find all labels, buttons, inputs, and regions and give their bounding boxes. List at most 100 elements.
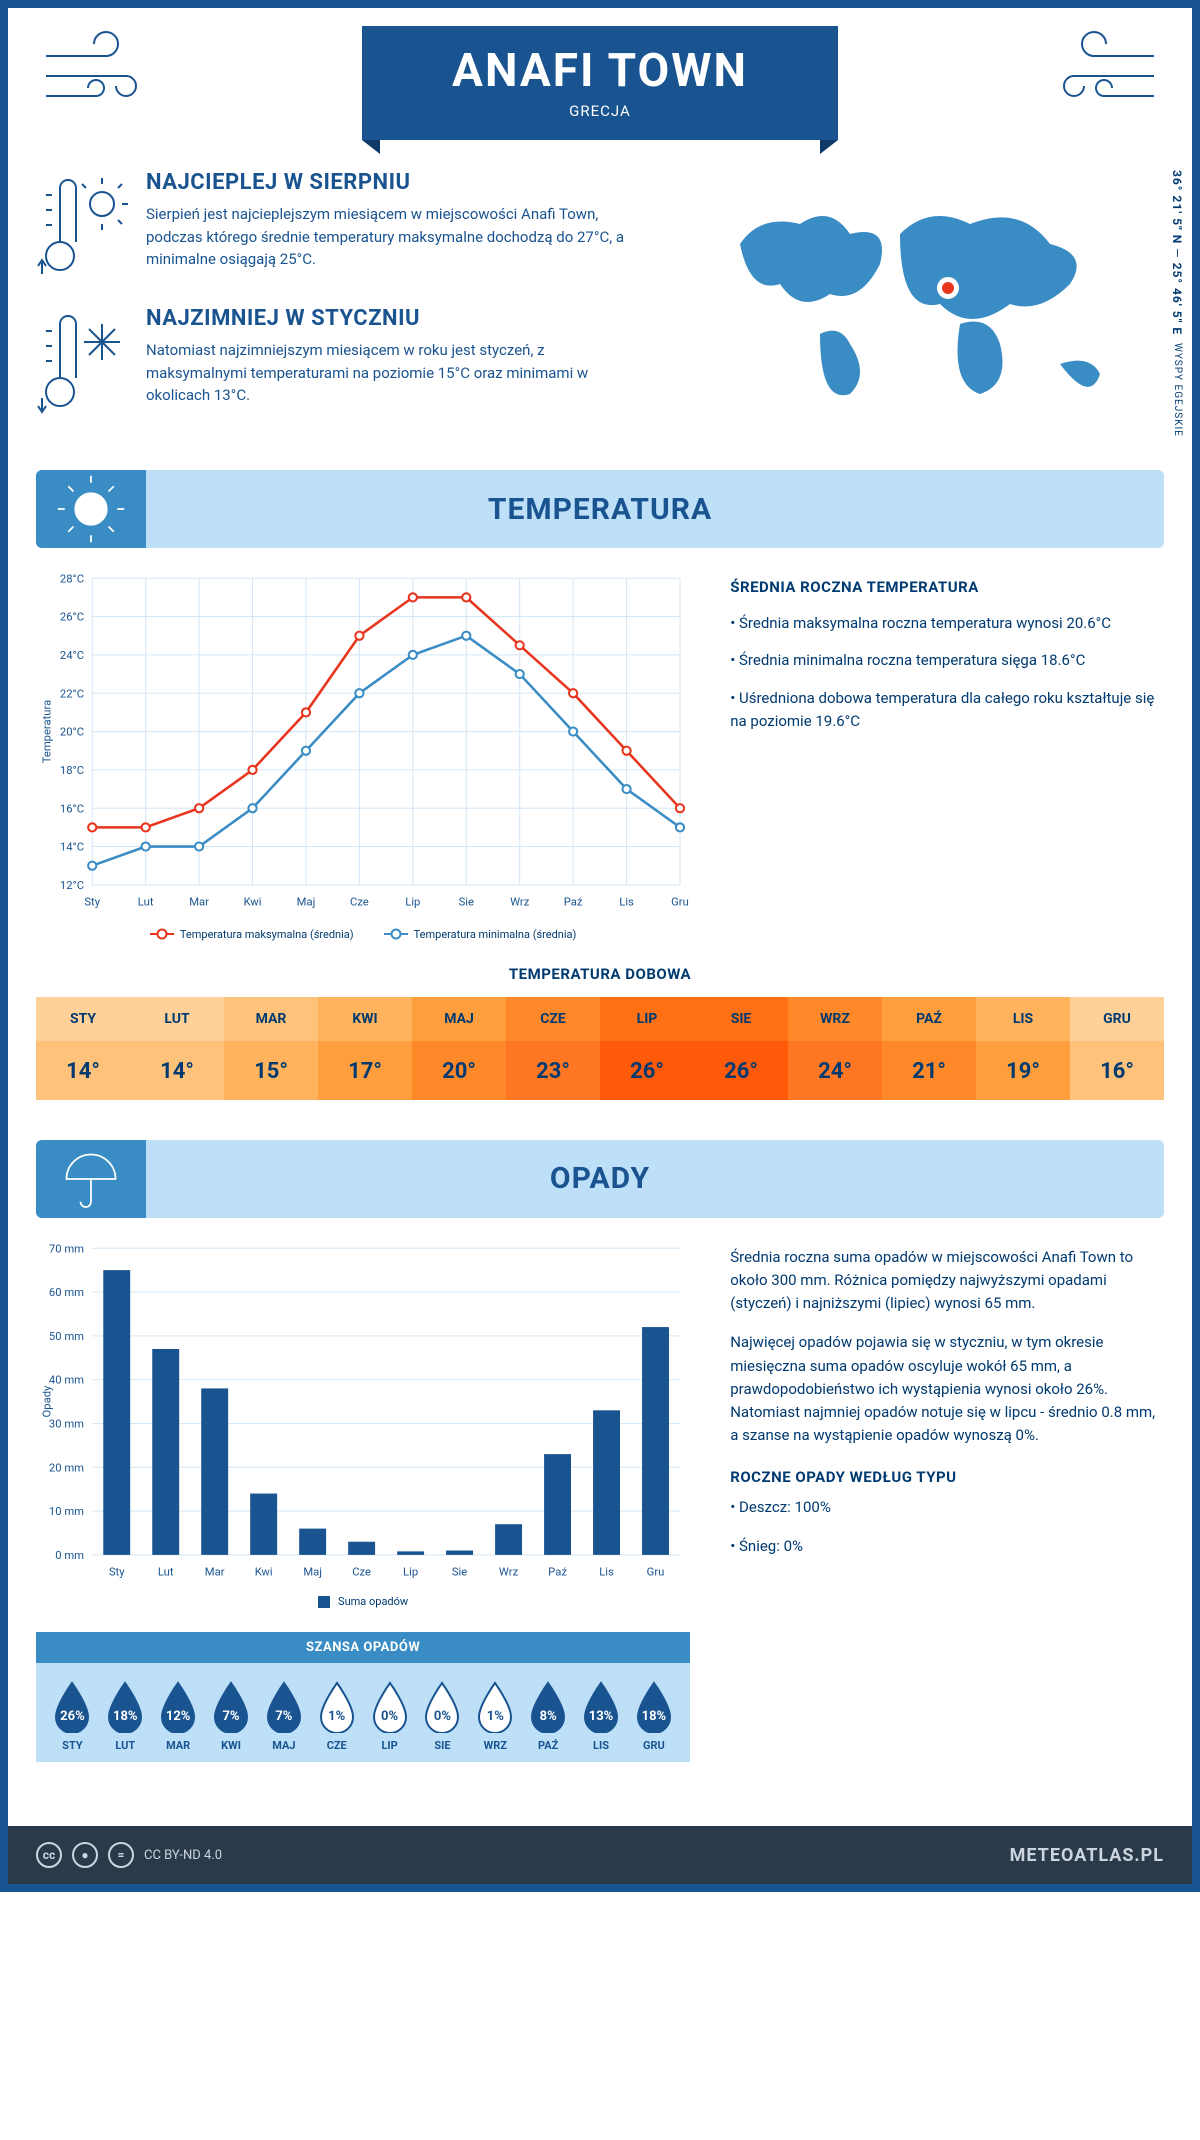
chance-col: 26% STY	[46, 1681, 99, 1752]
header: ANAFI TOWN GRECJA	[36, 26, 1164, 140]
by-icon: ●	[72, 1842, 98, 1868]
svg-text:Wrz: Wrz	[499, 1565, 519, 1578]
daily-col: MAJ20°	[412, 997, 506, 1100]
daily-col: SIE26°	[694, 997, 788, 1100]
coordinates: 36° 21' 5" N — 25° 46' 5" EWYSPY EGEJSKI…	[1170, 170, 1184, 442]
raindrop-icon: 13%	[580, 1681, 622, 1733]
svg-text:Lut: Lut	[158, 1565, 174, 1578]
svg-text:Gru: Gru	[647, 1565, 665, 1578]
daily-col: PAŹ21°	[882, 997, 976, 1100]
precip-type: • Śnieg: 0%	[730, 1535, 1164, 1558]
footer: cc ● = CC BY-ND 4.0 METEOATLAS.PL	[8, 1826, 1192, 1884]
svg-text:50 mm: 50 mm	[49, 1329, 84, 1342]
svg-text:22°C: 22°C	[60, 687, 84, 700]
nd-icon: =	[108, 1842, 134, 1868]
svg-text:Lip: Lip	[403, 1565, 418, 1578]
raindrop-icon: 8%	[527, 1681, 569, 1733]
site-name: METEOATLAS.PL	[1010, 1845, 1164, 1866]
svg-text:Paź: Paź	[564, 895, 583, 908]
fact-cold-title: NAJZIMNIEJ W STYCZNIU	[146, 306, 645, 331]
svg-text:28°C: 28°C	[60, 572, 84, 585]
stat-bullet: • Uśredniona dobowa temperatura dla całe…	[730, 687, 1164, 734]
svg-text:Sty: Sty	[84, 895, 100, 908]
section-title-temperature: TEMPERATURA	[146, 492, 1164, 527]
license-text: CC BY-ND 4.0	[144, 1848, 222, 1863]
thermometer-sun-icon	[36, 170, 128, 280]
daily-col: LIS19°	[976, 997, 1070, 1100]
raindrop-icon: 1%	[474, 1681, 516, 1733]
chance-col: 18% GRU	[627, 1681, 680, 1752]
svg-text:Opady: Opady	[40, 1385, 53, 1417]
svg-text:Wrz: Wrz	[510, 895, 530, 908]
svg-text:20 mm: 20 mm	[49, 1461, 84, 1474]
svg-text:Lis: Lis	[599, 1565, 614, 1578]
raindrop-icon: 12%	[157, 1681, 199, 1733]
chance-title: SZANSA OPADÓW	[36, 1632, 690, 1663]
svg-text:Mar: Mar	[205, 1565, 225, 1578]
chance-col: 0% LIP	[363, 1681, 416, 1752]
raindrop-icon: 18%	[104, 1681, 146, 1733]
map-marker-icon	[937, 277, 959, 299]
temperature-legend: Temperatura maksymalna (średnia) Tempera…	[36, 928, 690, 941]
fact-cold-text: Natomiast najzimniejszym miesiącem w rok…	[146, 339, 645, 407]
svg-text:20°C: 20°C	[60, 726, 84, 739]
svg-text:Mar: Mar	[189, 895, 209, 908]
precipitation-legend: Suma opadów	[36, 1595, 690, 1608]
raindrop-icon: 1%	[316, 1681, 358, 1733]
svg-text:Temperatura: Temperatura	[40, 700, 53, 764]
svg-text:30 mm: 30 mm	[49, 1417, 84, 1430]
daily-col: STY14°	[36, 997, 130, 1100]
raindrop-icon: 26%	[51, 1681, 93, 1733]
svg-text:18°C: 18°C	[60, 764, 84, 777]
precip-types-title: ROCZNE OPADY WEDŁUG TYPU	[730, 1468, 1164, 1486]
raindrop-icon: 18%	[633, 1681, 675, 1733]
raindrop-icon: 7%	[210, 1681, 252, 1733]
stat-bullet: • Średnia maksymalna roczna temperatura …	[730, 612, 1164, 635]
chance-col: 0% SIE	[416, 1681, 469, 1752]
fact-hot: NAJCIEPLEJ W SIERPNIU Sierpień jest najc…	[36, 170, 645, 280]
sun-icon	[36, 470, 146, 548]
svg-text:Cze: Cze	[352, 1565, 371, 1578]
daily-col: KWI17°	[318, 997, 412, 1100]
umbrella-icon	[36, 1140, 146, 1218]
svg-text:26°C: 26°C	[60, 611, 84, 624]
raindrop-icon: 0%	[421, 1681, 463, 1733]
daily-col: LUT14°	[130, 997, 224, 1100]
svg-text:Lip: Lip	[405, 895, 420, 908]
svg-text:12°C: 12°C	[60, 879, 84, 892]
page-subtitle: GRECJA	[452, 102, 748, 120]
svg-text:Sie: Sie	[452, 1565, 467, 1578]
section-title-precipitation: OPADY	[146, 1161, 1164, 1196]
svg-text:Maj: Maj	[297, 895, 316, 908]
stats-title: ŚREDNIA ROCZNA TEMPERATURA	[730, 578, 1164, 596]
chance-col: 13% LIS	[575, 1681, 628, 1752]
precipitation-bar-chart: 0 mm10 mm20 mm30 mm40 mm50 mm60 mm70 mmS…	[36, 1238, 690, 1803]
chance-col: 1% WRZ	[469, 1681, 522, 1752]
raindrop-icon: 7%	[263, 1681, 305, 1733]
daily-col: MAR15°	[224, 997, 318, 1100]
world-map-icon	[700, 184, 1140, 424]
svg-text:Gru: Gru	[671, 895, 689, 908]
precip-p2: Najwięcej opadów pojawia się w styczniu,…	[730, 1331, 1164, 1447]
section-bar-precipitation: OPADY	[36, 1140, 1164, 1218]
svg-text:Sty: Sty	[109, 1565, 125, 1578]
daily-col: CZE23°	[506, 997, 600, 1100]
svg-text:60 mm: 60 mm	[49, 1286, 84, 1299]
fact-cold: NAJZIMNIEJ W STYCZNIU Natomiast najzimni…	[36, 306, 645, 416]
section-bar-temperature: TEMPERATURA	[36, 470, 1164, 548]
temperature-line-chart: 12°C14°C16°C18°C20°C22°C24°C26°C28°CStyL…	[36, 568, 690, 941]
page-title: ANAFI TOWN	[452, 44, 748, 98]
svg-text:70 mm: 70 mm	[49, 1242, 84, 1255]
fact-hot-title: NAJCIEPLEJ W SIERPNIU	[146, 170, 645, 195]
svg-text:Paź: Paź	[548, 1565, 567, 1578]
daily-col: LIP26°	[600, 997, 694, 1100]
daily-temp-title: TEMPERATURA DOBOWA	[36, 965, 1164, 983]
thermometer-snow-icon	[36, 306, 128, 416]
svg-text:24°C: 24°C	[60, 649, 84, 662]
chance-block: SZANSA OPADÓW 26% STY 18% LUT 12% MAR 7%…	[36, 1632, 690, 1762]
chance-col: 18% LUT	[99, 1681, 152, 1752]
svg-text:Cze: Cze	[350, 895, 369, 908]
svg-text:10 mm: 10 mm	[49, 1505, 84, 1518]
stat-bullet: • Średnia minimalna roczna temperatura s…	[730, 649, 1164, 672]
cc-icon: cc	[36, 1842, 62, 1868]
